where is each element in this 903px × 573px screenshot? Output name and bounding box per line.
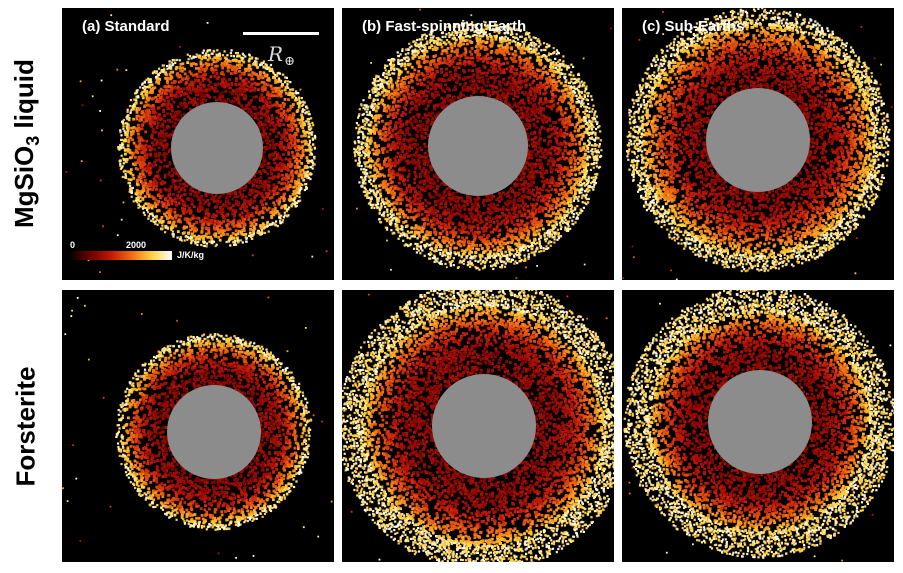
entropy-map-a-forsterite bbox=[62, 296, 333, 559]
entropy-map-c-mgsio3 bbox=[622, 8, 893, 280]
panel-a-mgsio3: (a) Standard R⊕ 0 2000 J/K/kg bbox=[62, 8, 334, 280]
colorbar-unit-label: J/K/kg bbox=[177, 250, 204, 260]
panel-c-mgsio3: (c) Sub-Earths bbox=[622, 8, 894, 280]
panel-b-mgsio3: (b) Fast-spinning Earth bbox=[342, 8, 614, 280]
panel-a-forsterite bbox=[62, 290, 334, 562]
scale-bar bbox=[243, 32, 319, 35]
entropy-map-b-mgsio3 bbox=[353, 8, 612, 279]
panel-b-forsterite bbox=[342, 290, 614, 562]
iron-core bbox=[432, 374, 536, 478]
row-label-forsterite: Forsterite bbox=[0, 290, 52, 562]
entropy-map-c-forsterite bbox=[623, 290, 894, 562]
panel-c-forsterite bbox=[622, 290, 894, 562]
panel-title-fast-spinning-earth: (b) Fast-spinning Earth bbox=[362, 18, 526, 35]
entropy-map-a-mgsio3 bbox=[65, 14, 328, 273]
entropy-map-b-forsterite bbox=[342, 290, 614, 562]
colorbar-min-label: 0 bbox=[70, 240, 75, 250]
colorbar-max-label: 2000 bbox=[126, 240, 146, 250]
iron-core bbox=[171, 102, 263, 194]
iron-core bbox=[167, 385, 261, 479]
row-label-mgsio3-liquid: MgSiO3 liquid bbox=[0, 8, 52, 280]
panel-title-standard: (a) Standard bbox=[82, 18, 170, 35]
iron-core bbox=[428, 96, 528, 196]
colorbar-gradient bbox=[70, 251, 172, 260]
iron-core bbox=[706, 88, 810, 192]
panel-title-sub-earths: (c) Sub-Earths bbox=[642, 18, 745, 35]
iron-core bbox=[708, 370, 812, 474]
scale-bar-label: R⊕ bbox=[268, 42, 295, 69]
